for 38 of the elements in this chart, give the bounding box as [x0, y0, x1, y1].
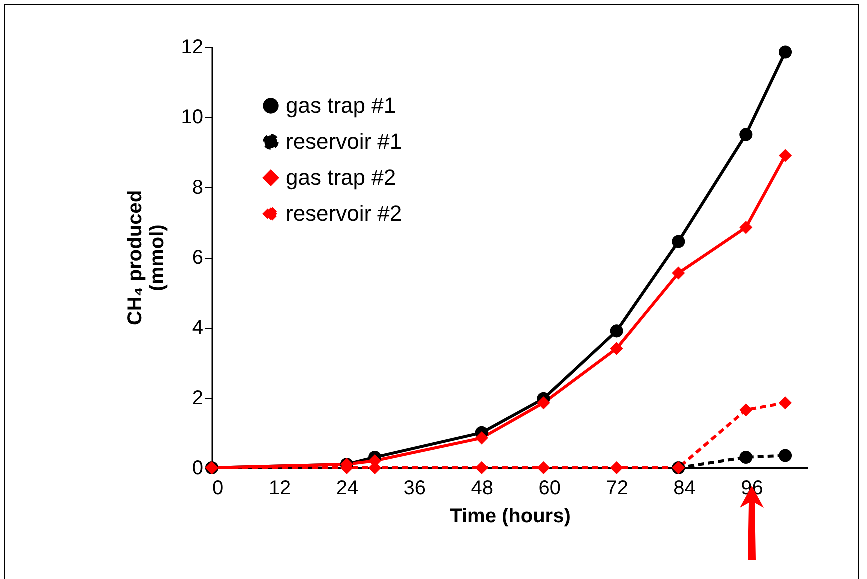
legend-label: reservoir #2	[286, 201, 402, 226]
point	[740, 450, 753, 464]
point	[740, 128, 753, 142]
point	[778, 46, 792, 59]
point	[672, 266, 686, 280]
legend-label: reservoir #1	[286, 129, 402, 154]
point	[778, 449, 792, 462]
x-tick-label: 60	[538, 478, 561, 500]
point	[610, 342, 624, 356]
point	[537, 396, 550, 410]
y-tick-label: 2	[192, 387, 204, 410]
point	[740, 221, 753, 234]
y-axis-title: CH₄ produced (mmol)	[124, 190, 168, 326]
y-tick-label: 0	[192, 458, 204, 480]
x-tick-label: 72	[606, 478, 628, 500]
x-axis-title: Time (hours)	[450, 506, 571, 528]
point	[475, 432, 488, 445]
y-tick-label: 6	[192, 247, 204, 269]
legend-label: gas trap #1	[286, 93, 396, 118]
point	[610, 324, 624, 338]
point	[778, 396, 792, 410]
x-tick-label: 84	[674, 478, 696, 500]
x-tick-label: 48	[471, 478, 494, 500]
point	[475, 461, 488, 475]
y-tick-label: 4	[192, 317, 204, 340]
x-tick-label: 24	[336, 478, 359, 500]
point	[740, 404, 753, 417]
x-tick-label: 36	[404, 478, 426, 500]
point	[672, 235, 686, 248]
x-tick-label: 0	[212, 478, 224, 500]
point	[537, 461, 550, 475]
y-tick-label: 8	[192, 176, 204, 199]
point	[610, 461, 624, 475]
y-tick-label: 12	[181, 36, 204, 58]
y-tick-label: 10	[181, 106, 204, 129]
x-tick-label: 12	[268, 478, 292, 500]
point	[778, 149, 792, 162]
legend-label: gas trap #2	[286, 165, 396, 190]
